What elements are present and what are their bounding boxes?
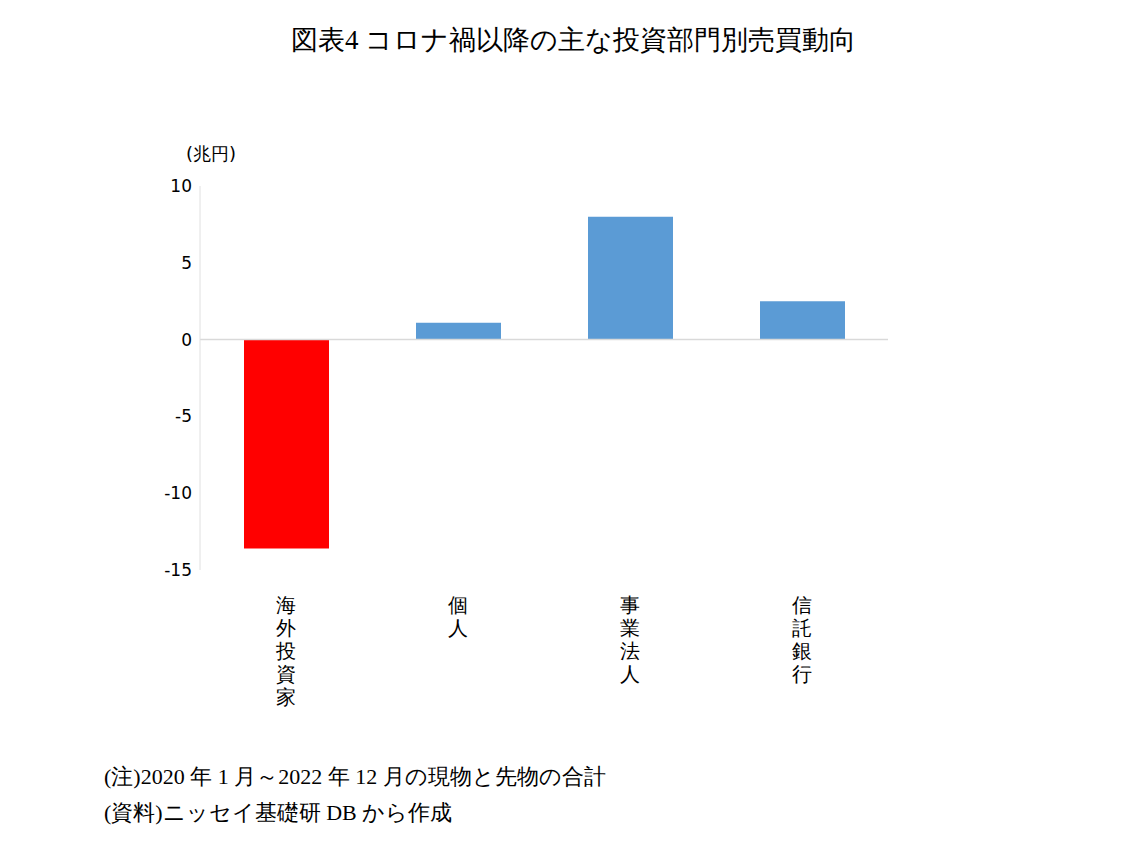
svg-text:個: 個	[448, 593, 468, 617]
svg-text:業: 業	[620, 616, 640, 640]
svg-text:事: 事	[620, 593, 640, 617]
svg-text:5: 5	[181, 253, 192, 273]
html-text:(兆円): (兆円)	[186, 143, 236, 164]
html-text:(注)2020 年 1 月～2022 年 12 月の現物と先: (注)2020 年 1 月～2022 年 12 月の現物と先物の合計	[104, 764, 606, 789]
svg-text:人: 人	[448, 616, 468, 640]
svg-text:-10: -10	[164, 483, 192, 503]
svg-text:行: 行	[792, 662, 812, 686]
svg-text:海: 海	[276, 593, 296, 617]
svg-text:-5: -5	[175, 406, 192, 426]
svg-text:家: 家	[276, 685, 296, 709]
svg-text:託: 託	[792, 616, 812, 640]
svg-text:銀: 銀	[792, 639, 812, 663]
svg-text:0: 0	[181, 330, 192, 350]
html-text:図表4 コロナ禍以降の主な投資部門別売買動向: 図表4 コロナ禍以降の主な投資部門別売買動向	[290, 25, 857, 55]
svg-text:外: 外	[276, 616, 296, 640]
html-text:(資料)ニッセイ基礎研 DB から作成: (資料)ニッセイ基礎研 DB から作成	[104, 800, 453, 825]
svg-text:資: 資	[276, 662, 296, 686]
svg-text:投: 投	[275, 639, 296, 663]
svg-text:人: 人	[620, 662, 640, 686]
svg-text:10: 10	[170, 176, 192, 196]
svg-text:信: 信	[792, 593, 812, 617]
svg-text:法: 法	[620, 639, 640, 663]
svg-text:-15: -15	[164, 560, 192, 580]
